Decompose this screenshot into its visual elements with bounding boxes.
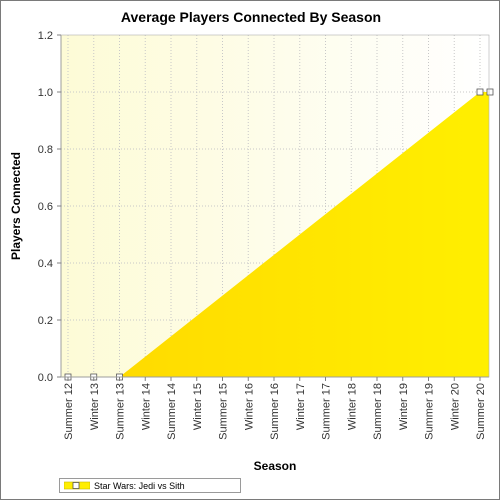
x-tick-label: Winter 14 [140, 383, 152, 430]
y-tick-label: 0.4 [38, 258, 53, 270]
x-tick-label: Summer 15 [218, 383, 230, 440]
y-tick-label: 0.6 [38, 201, 53, 213]
x-tick-label: Winter 18 [346, 383, 358, 430]
legend-swatch-icon [64, 481, 90, 490]
legend: Star Wars: Jedi vs Sith [59, 478, 241, 493]
x-tick-label: Winter 17 [295, 383, 307, 430]
x-tick-label: Summer 17 [321, 383, 333, 440]
x-tick-label: Winter 20 [449, 383, 461, 430]
x-tick-label: Summer 18 [372, 383, 384, 440]
x-tick-label: Summer 19 [424, 383, 436, 440]
series-area [68, 92, 489, 377]
data-point-marker [486, 88, 494, 96]
y-tick-label: 1.2 [38, 30, 53, 42]
y-tick-label: 0.0 [38, 372, 53, 384]
y-tick-label: 0.2 [38, 315, 53, 327]
x-tick-label: Summer 14 [166, 383, 178, 440]
x-tick-label: Summer 13 [115, 383, 127, 440]
x-tick-label: Summer 20 [475, 383, 487, 440]
legend-label: Star Wars: Jedi vs Sith [94, 480, 185, 491]
x-tick-label: Winter 13 [89, 383, 101, 430]
x-tick-label: Summer 16 [269, 383, 281, 440]
y-tick-label: 0.8 [38, 144, 53, 156]
x-tick-label: Winter 15 [192, 383, 204, 430]
y-tick-label: 1.0 [38, 87, 53, 99]
x-tick-label: Winter 19 [398, 383, 410, 430]
x-tick-label: Winter 16 [243, 383, 255, 430]
data-point-marker [476, 88, 484, 96]
x-axis-label: Season [253, 459, 297, 473]
x-tick-label: Summer 12 [63, 383, 75, 440]
chart-title: Average Players Connected By Season [120, 9, 382, 25]
